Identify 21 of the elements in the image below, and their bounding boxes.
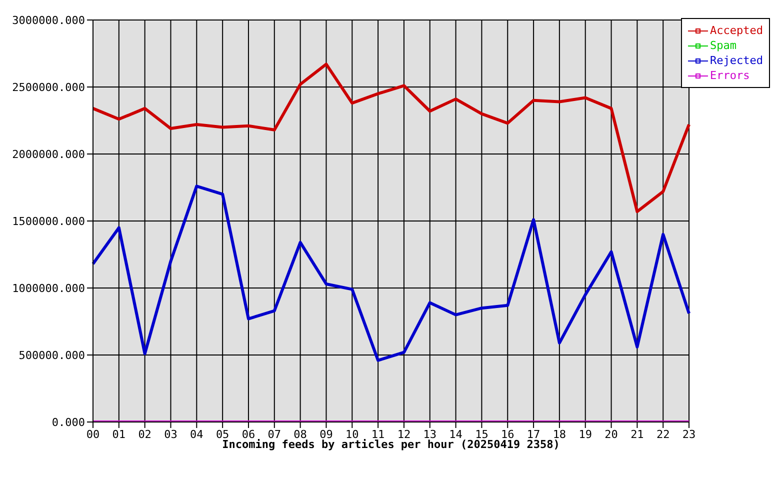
- y-tick-label: 1500000.000: [12, 214, 85, 228]
- y-tick-label: 1000000.000: [12, 282, 85, 295]
- x-tick-label: 21: [630, 428, 644, 441]
- y-tick-label: 2000000.000: [12, 148, 85, 161]
- x-tick-label: 04: [190, 428, 204, 441]
- x-tick-label: 02: [138, 428, 152, 441]
- y-tick-label: 500000.000: [18, 348, 85, 362]
- legend-label: Accepted: [709, 23, 763, 38]
- x-tick-label: 03: [164, 428, 178, 441]
- x-tick-label: 23: [682, 428, 696, 441]
- y-tick-label: 3000000.000: [12, 14, 85, 27]
- y-tick-label: 2500000.000: [12, 80, 85, 94]
- legend-label: Spam: [709, 38, 738, 53]
- x-tick-label: 01: [112, 428, 126, 441]
- x-tick-label: 00: [86, 428, 100, 441]
- legend-label: Errors: [709, 68, 751, 83]
- legend-label: Rejected: [709, 53, 763, 68]
- x-tick-label: 22: [656, 428, 670, 441]
- x-tick-label: 19: [578, 428, 592, 441]
- x-tick-label: 20: [604, 428, 618, 441]
- y-tick-label: 0.000: [52, 416, 85, 429]
